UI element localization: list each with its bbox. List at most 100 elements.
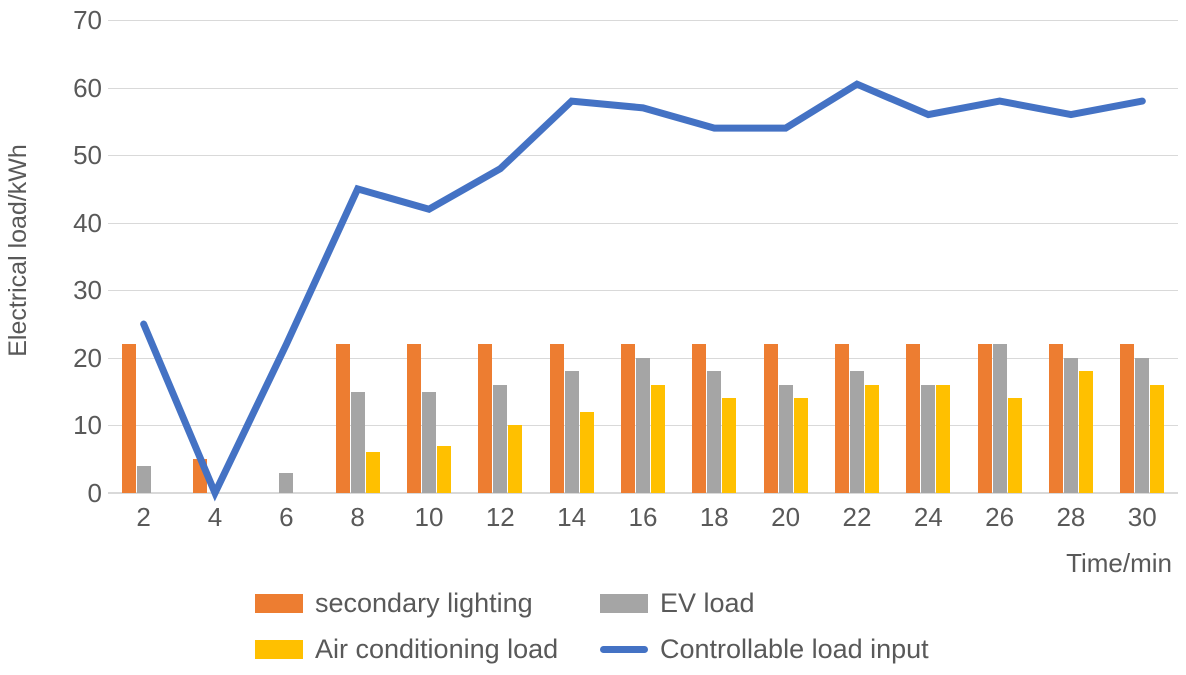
x-tick-label: 4 bbox=[207, 502, 223, 532]
bar-group bbox=[893, 20, 964, 493]
bar-group bbox=[393, 20, 464, 493]
bar-group bbox=[750, 20, 821, 493]
bar-lighting bbox=[977, 344, 992, 493]
legend-swatch-icon-controllable-load-input bbox=[600, 645, 648, 653]
bar-ac bbox=[793, 398, 808, 493]
bar-lighting bbox=[692, 344, 707, 493]
y-tick-label: 60 bbox=[73, 72, 102, 103]
x-tick-label: 10 bbox=[414, 502, 444, 532]
bar-ev bbox=[421, 391, 436, 493]
bar-series-layer bbox=[108, 20, 1178, 493]
x-tick-label: 22 bbox=[842, 502, 872, 532]
bar-ev bbox=[849, 371, 864, 493]
bar-ac bbox=[722, 398, 737, 493]
y-tick-label: 20 bbox=[73, 342, 102, 373]
bar-group bbox=[964, 20, 1035, 493]
legend-label-secondary-lighting: secondary lighting bbox=[315, 588, 533, 618]
bar-ac bbox=[1007, 398, 1022, 493]
legend-item-air-conditioning-load[interactable]: Air conditioning load bbox=[255, 626, 600, 672]
y-tick-label: 70 bbox=[73, 5, 102, 35]
bar-ev bbox=[635, 357, 650, 493]
y-axis-title: Electrical load/kWh bbox=[0, 0, 36, 500]
bar-group bbox=[821, 20, 892, 493]
legend-swatch-icon-ev-load bbox=[600, 593, 648, 613]
x-tick-label: 26 bbox=[985, 502, 1015, 532]
x-tick-label: 24 bbox=[913, 502, 943, 532]
legend-label-ev-load: EV load bbox=[660, 588, 755, 618]
bar-lighting bbox=[1120, 344, 1135, 493]
x-tick-label: 8 bbox=[350, 502, 365, 532]
y-tick-label: 10 bbox=[73, 410, 102, 441]
bar-ac bbox=[936, 384, 951, 493]
y-tick-label: 50 bbox=[73, 140, 102, 171]
bar-group bbox=[251, 20, 322, 493]
legend-item-ev-load[interactable]: EV load bbox=[600, 580, 755, 626]
bar-ac bbox=[508, 425, 523, 493]
bar-ev bbox=[992, 344, 1007, 493]
bar-ac bbox=[1078, 371, 1093, 493]
bar-group bbox=[1107, 20, 1178, 493]
chart-legend: secondary lighting EV load Air condition… bbox=[255, 580, 1015, 672]
bar-ac bbox=[436, 445, 451, 493]
bar-group bbox=[607, 20, 678, 493]
x-axis-tick-labels: 2 4 6 8 10 12 14 16 18 20 22 24 26 28 30 bbox=[108, 500, 1178, 546]
bar-lighting bbox=[121, 344, 136, 493]
bar-ac bbox=[650, 384, 665, 493]
bar-ev bbox=[707, 371, 722, 493]
y-tick-label: 30 bbox=[73, 275, 102, 306]
y-tick-label: 40 bbox=[73, 207, 102, 238]
bar-ev bbox=[921, 384, 936, 493]
x-axis-title: Time/min bbox=[1066, 548, 1172, 578]
bar-ev bbox=[1135, 357, 1150, 493]
plot-area bbox=[108, 20, 1178, 502]
legend-row-1: secondary lighting EV load bbox=[255, 580, 1015, 626]
bar-lighting bbox=[478, 344, 493, 493]
bar-lighting bbox=[1048, 344, 1063, 493]
bar-group bbox=[322, 20, 393, 493]
bar-ev bbox=[350, 391, 365, 493]
bar-lighting bbox=[549, 344, 564, 493]
gridline bbox=[108, 20, 1178, 21]
legend-swatch-icon-air-conditioning-load bbox=[255, 639, 303, 659]
bar-ev bbox=[1063, 357, 1078, 493]
bar-lighting bbox=[834, 344, 849, 493]
x-tick-label: 16 bbox=[628, 502, 658, 532]
bar-lighting bbox=[406, 344, 421, 493]
bar-ev bbox=[136, 465, 151, 493]
bar-ev bbox=[493, 384, 508, 493]
legend-item-secondary-lighting[interactable]: secondary lighting bbox=[255, 580, 600, 626]
x-tick-label: 28 bbox=[1056, 502, 1086, 532]
bar-group bbox=[679, 20, 750, 493]
bar-ev bbox=[279, 472, 294, 493]
y-axis-tick-labels: 0 10 20 30 40 50 60 70 bbox=[36, 0, 102, 506]
x-tick-label: 6 bbox=[279, 502, 294, 532]
legend-item-controllable-load-input[interactable]: Controllable load input bbox=[600, 626, 929, 672]
bar-group bbox=[179, 20, 250, 493]
legend-label-air-conditioning-load: Air conditioning load bbox=[315, 634, 559, 664]
bar-ac bbox=[1150, 384, 1165, 493]
legend-label-controllable-load-input: Controllable load input bbox=[660, 634, 929, 664]
bar-group bbox=[536, 20, 607, 493]
x-tick-label: 18 bbox=[699, 502, 729, 532]
x-tick-label: 2 bbox=[136, 502, 151, 532]
y-axis-title-text: Electrical load/kWh bbox=[3, 143, 32, 357]
bar-ac bbox=[579, 411, 594, 493]
bar-lighting bbox=[763, 344, 778, 493]
bar-ac bbox=[864, 384, 879, 493]
bar-group bbox=[465, 20, 536, 493]
bar-lighting bbox=[192, 459, 207, 493]
x-tick-label: 14 bbox=[557, 502, 587, 532]
bar-group bbox=[1035, 20, 1106, 493]
x-tick-label: 20 bbox=[771, 502, 801, 532]
legend-swatch-icon-secondary-lighting bbox=[255, 593, 303, 613]
y-tick-label: 0 bbox=[87, 478, 102, 508]
bar-ev bbox=[778, 384, 793, 493]
bar-ev bbox=[564, 371, 579, 493]
bar-group bbox=[108, 20, 179, 493]
bar-lighting bbox=[620, 344, 635, 493]
bar-lighting bbox=[335, 344, 350, 493]
bar-lighting bbox=[906, 344, 921, 493]
legend-row-2: Air conditioning load Controllable load … bbox=[255, 626, 1015, 672]
bar-ac bbox=[365, 452, 380, 493]
